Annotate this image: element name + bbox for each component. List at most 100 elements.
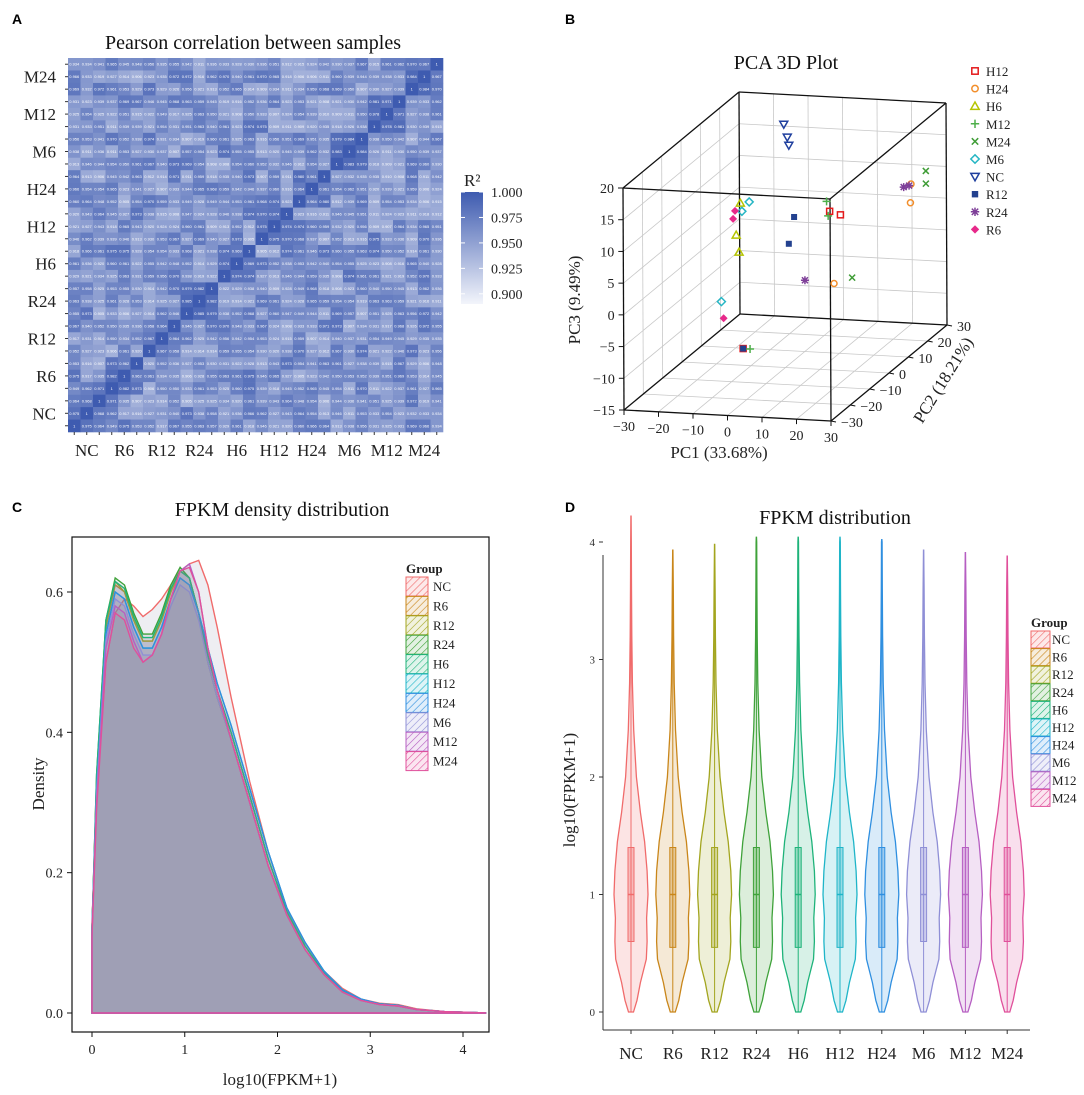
heatmap-cell [380, 182, 394, 196]
heatmap-cell [168, 157, 181, 171]
heatmap-cell [193, 70, 206, 84]
pca-marker [778, 120, 790, 130]
heatmap-cell-value: 0.923 [144, 398, 155, 403]
heatmap-cell-value: 0.973 [144, 87, 155, 92]
heatmap-cell-value: 0.927 [119, 211, 130, 216]
heatmap-cell-value: 0.953 [82, 137, 93, 142]
heatmap-cell [368, 245, 381, 258]
violin-legend-swatch [1030, 718, 1051, 737]
heatmap-cell [80, 245, 94, 258]
heatmap-cell [155, 394, 169, 408]
pca-z-tick-label: 10 [600, 245, 614, 260]
heatmap-cell [380, 157, 394, 171]
heatmap-cell-value: 0.908 [169, 211, 180, 216]
heatmap-cell [130, 70, 144, 84]
heatmap-cell [205, 294, 219, 308]
heatmap-cell [268, 232, 281, 246]
heatmap-cell [343, 407, 356, 420]
pca-grid-line [773, 93, 775, 316]
heatmap-cell-value: 0.971 [382, 99, 393, 104]
heatmap-cell-value: 0.969 [357, 199, 368, 204]
heatmap-cell-value: 0.984 [357, 149, 368, 154]
heatmap-cell-value: 0.931 [69, 99, 80, 104]
heatmap-cell [130, 407, 144, 420]
heatmap-cell-value: 0.961 [332, 361, 343, 366]
heatmap-y-label: R12 [28, 330, 56, 349]
heatmap-cell-value: 0.953 [132, 423, 143, 428]
heatmap-cell [368, 369, 381, 383]
heatmap-cell [205, 357, 219, 370]
heatmap-cell [205, 182, 219, 196]
heatmap-cell-value: 0.962 [132, 373, 143, 378]
heatmap-cell [405, 307, 419, 321]
heatmap-cell-value: 0.942 [307, 261, 318, 266]
heatmap-cell-value: 0.951 [94, 124, 105, 129]
heatmap-cell-value: 0.937 [157, 149, 168, 154]
pca-z-tick-label: 20 [600, 182, 614, 197]
heatmap-cell-value: 0.920 [269, 149, 280, 154]
heatmap-cell-value: 0.918 [69, 249, 80, 254]
heatmap-cell-value: 0.907 [357, 311, 368, 316]
heatmap-cell-value: 1 [423, 74, 426, 79]
heatmap-cell-value: 0.906 [107, 348, 118, 353]
heatmap-cell-value: 0.952 [394, 249, 405, 254]
heatmap-cell [318, 394, 331, 408]
heatmap-cell-value: 0.934 [119, 336, 130, 341]
heatmap-cell-value: 0.939 [369, 373, 380, 378]
pca-marker [781, 133, 793, 143]
heatmap-cell-value: 0.961 [94, 249, 105, 254]
heatmap-cell-value: 0.914 [194, 348, 205, 353]
heatmap-cell-value: 0.909 [407, 236, 418, 241]
colorbar-tick-label: 1.000 [491, 186, 523, 201]
pca-grid-line [739, 250, 947, 262]
heatmap-cell-value: 0.932 [407, 411, 418, 416]
heatmap-cell [130, 182, 144, 196]
heatmap-cell-value: 0.950 [407, 149, 418, 154]
violin-legend-swatch [1030, 700, 1051, 719]
heatmap-cell [230, 407, 244, 420]
heatmap-cell-value: 0.934 [82, 62, 93, 67]
heatmap-cell [218, 282, 231, 296]
heatmap-cell [68, 95, 81, 109]
heatmap-cell [355, 70, 369, 84]
heatmap-cell-value: 0.921 [69, 224, 80, 229]
pca-legend-label: M12 [986, 117, 1011, 132]
heatmap-cell-value: 0.974 [294, 224, 305, 229]
heatmap-cell-value: 0.939 [407, 99, 418, 104]
heatmap-cell [168, 394, 181, 408]
heatmap-cell-value: 0.928 [132, 249, 143, 254]
heatmap-cell [318, 232, 331, 246]
pca-marker [716, 296, 727, 307]
heatmap-cell-value: 0.968 [294, 236, 305, 241]
heatmap-cell-value: 0.964 [69, 174, 80, 179]
heatmap-cell-value: 0.921 [394, 161, 405, 166]
heatmap-cell [68, 182, 81, 196]
pca-points [716, 120, 930, 353]
heatmap-cell [130, 232, 144, 246]
heatmap-cell-value: 0.970 [107, 137, 118, 142]
heatmap-cell-value: 1 [323, 174, 326, 179]
heatmap-cell-value: 0.908 [332, 274, 343, 279]
heatmap-cell-value: 0.952 [169, 398, 180, 403]
heatmap-cell [243, 207, 256, 221]
heatmap-cell [168, 145, 181, 159]
heatmap-cell-value: 0.921 [332, 99, 343, 104]
heatmap-cell [93, 269, 106, 283]
heatmap-cell [218, 319, 231, 333]
heatmap-cell [368, 145, 381, 159]
heatmap-cell-value: 0.970 [294, 348, 305, 353]
heatmap-cell-value: 0.911 [282, 174, 292, 179]
heatmap-cell [405, 332, 419, 346]
pca-box-edge [739, 313, 948, 326]
pca-marker [824, 211, 833, 220]
violin-x-label: R24 [742, 1044, 771, 1063]
heatmap-cell-value: 0.954 [82, 186, 93, 191]
heatmap-cell-value: 0.933 [169, 249, 180, 254]
heatmap-cell [118, 394, 131, 408]
heatmap-cell-value: 0.923 [82, 99, 93, 104]
heatmap-cell-value: 0.969 [119, 99, 130, 104]
density-y-label: Density [29, 757, 48, 810]
heatmap-cell-value: 0.963 [394, 311, 405, 316]
